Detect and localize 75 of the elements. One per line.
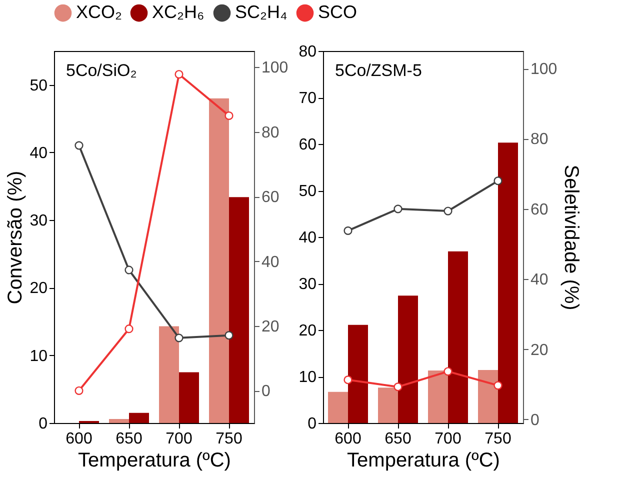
x-tick-label: 750 bbox=[216, 430, 242, 448]
y-tick-label: 70 bbox=[298, 90, 317, 107]
y2-tick-label: 40 bbox=[262, 254, 280, 271]
y-tick-label: 30 bbox=[298, 276, 317, 293]
y2-tick-label: 40 bbox=[530, 272, 548, 289]
y2-tick-label: 60 bbox=[530, 201, 548, 218]
bar bbox=[498, 142, 518, 423]
y2-tick-label: 0 bbox=[262, 383, 270, 400]
annotation: 5Co/ZSM-5 bbox=[335, 61, 422, 80]
legend-label: XCO₂ bbox=[76, 2, 122, 22]
y2-tick-label: 80 bbox=[262, 124, 280, 142]
point bbox=[444, 206, 452, 216]
point bbox=[394, 204, 402, 214]
y-tick-label: 40 bbox=[30, 144, 48, 162]
legend-label: XC₂H₆ bbox=[152, 2, 204, 22]
bar bbox=[348, 324, 368, 423]
y2-tick-label: 20 bbox=[262, 318, 280, 336]
point bbox=[444, 367, 452, 376]
y-axis-title: Conversão (%) bbox=[4, 170, 27, 304]
point bbox=[224, 111, 234, 120]
x-tick-label: 700 bbox=[166, 430, 192, 448]
y-tick-label: 80 bbox=[298, 44, 317, 60]
x-tick-label: 700 bbox=[434, 430, 462, 448]
x-tick-label: 600 bbox=[66, 430, 92, 448]
y-tick-label: 10 bbox=[298, 369, 317, 386]
point bbox=[494, 176, 502, 186]
point bbox=[394, 382, 402, 392]
point bbox=[344, 376, 352, 384]
bar bbox=[179, 372, 199, 423]
y-tick-label: 60 bbox=[298, 136, 317, 154]
y2-tick-label: 80 bbox=[530, 131, 548, 148]
bar bbox=[209, 98, 229, 423]
y2-axis-title: Seletividade (%) bbox=[560, 164, 582, 310]
point bbox=[174, 70, 184, 79]
y-tick-label: 50 bbox=[298, 183, 317, 200]
y2-tick-label: 0 bbox=[530, 412, 540, 429]
bar bbox=[159, 326, 179, 423]
y-tick-label: 20 bbox=[298, 322, 317, 340]
bar bbox=[378, 388, 398, 423]
x-axis-title: Temperatura (ºC) bbox=[78, 450, 231, 472]
point bbox=[224, 331, 234, 340]
bar bbox=[129, 412, 149, 423]
y2-tick-label: 100 bbox=[262, 60, 288, 77]
annotation: 5Co/SiO₂ bbox=[66, 61, 137, 80]
y-tick-label: 40 bbox=[298, 230, 317, 246]
y2-tick-label: 20 bbox=[530, 342, 548, 359]
y-tick-label: 20 bbox=[30, 280, 48, 298]
point bbox=[344, 226, 352, 235]
legend-label: SC₂H₄ bbox=[235, 2, 288, 22]
y-tick-label: 0 bbox=[308, 416, 317, 432]
bar bbox=[428, 370, 448, 423]
bar bbox=[448, 251, 468, 423]
y-tick-label: 50 bbox=[30, 77, 48, 94]
y2-tick-label: 100 bbox=[530, 61, 558, 78]
y-tick-label: 10 bbox=[30, 348, 48, 365]
bar bbox=[229, 197, 249, 423]
legend-label: SCO bbox=[318, 2, 358, 22]
bar bbox=[398, 296, 418, 423]
point bbox=[74, 141, 84, 150]
bar bbox=[478, 370, 498, 423]
point bbox=[124, 324, 134, 334]
y2-tick-label: 60 bbox=[262, 189, 280, 206]
x-tick-label: 750 bbox=[484, 430, 512, 448]
x-tick-label: 650 bbox=[384, 430, 412, 448]
y-tick-label: 30 bbox=[30, 212, 48, 230]
x-tick-label: 650 bbox=[116, 430, 142, 448]
x-axis-title: Temperatura (ºC) bbox=[347, 450, 500, 472]
point bbox=[494, 381, 502, 390]
bar bbox=[328, 392, 348, 423]
y-tick-label: 0 bbox=[38, 416, 48, 432]
point bbox=[174, 334, 184, 342]
bar bbox=[109, 418, 129, 423]
x-tick-label: 600 bbox=[334, 430, 362, 448]
point bbox=[74, 386, 84, 395]
point bbox=[124, 266, 134, 274]
